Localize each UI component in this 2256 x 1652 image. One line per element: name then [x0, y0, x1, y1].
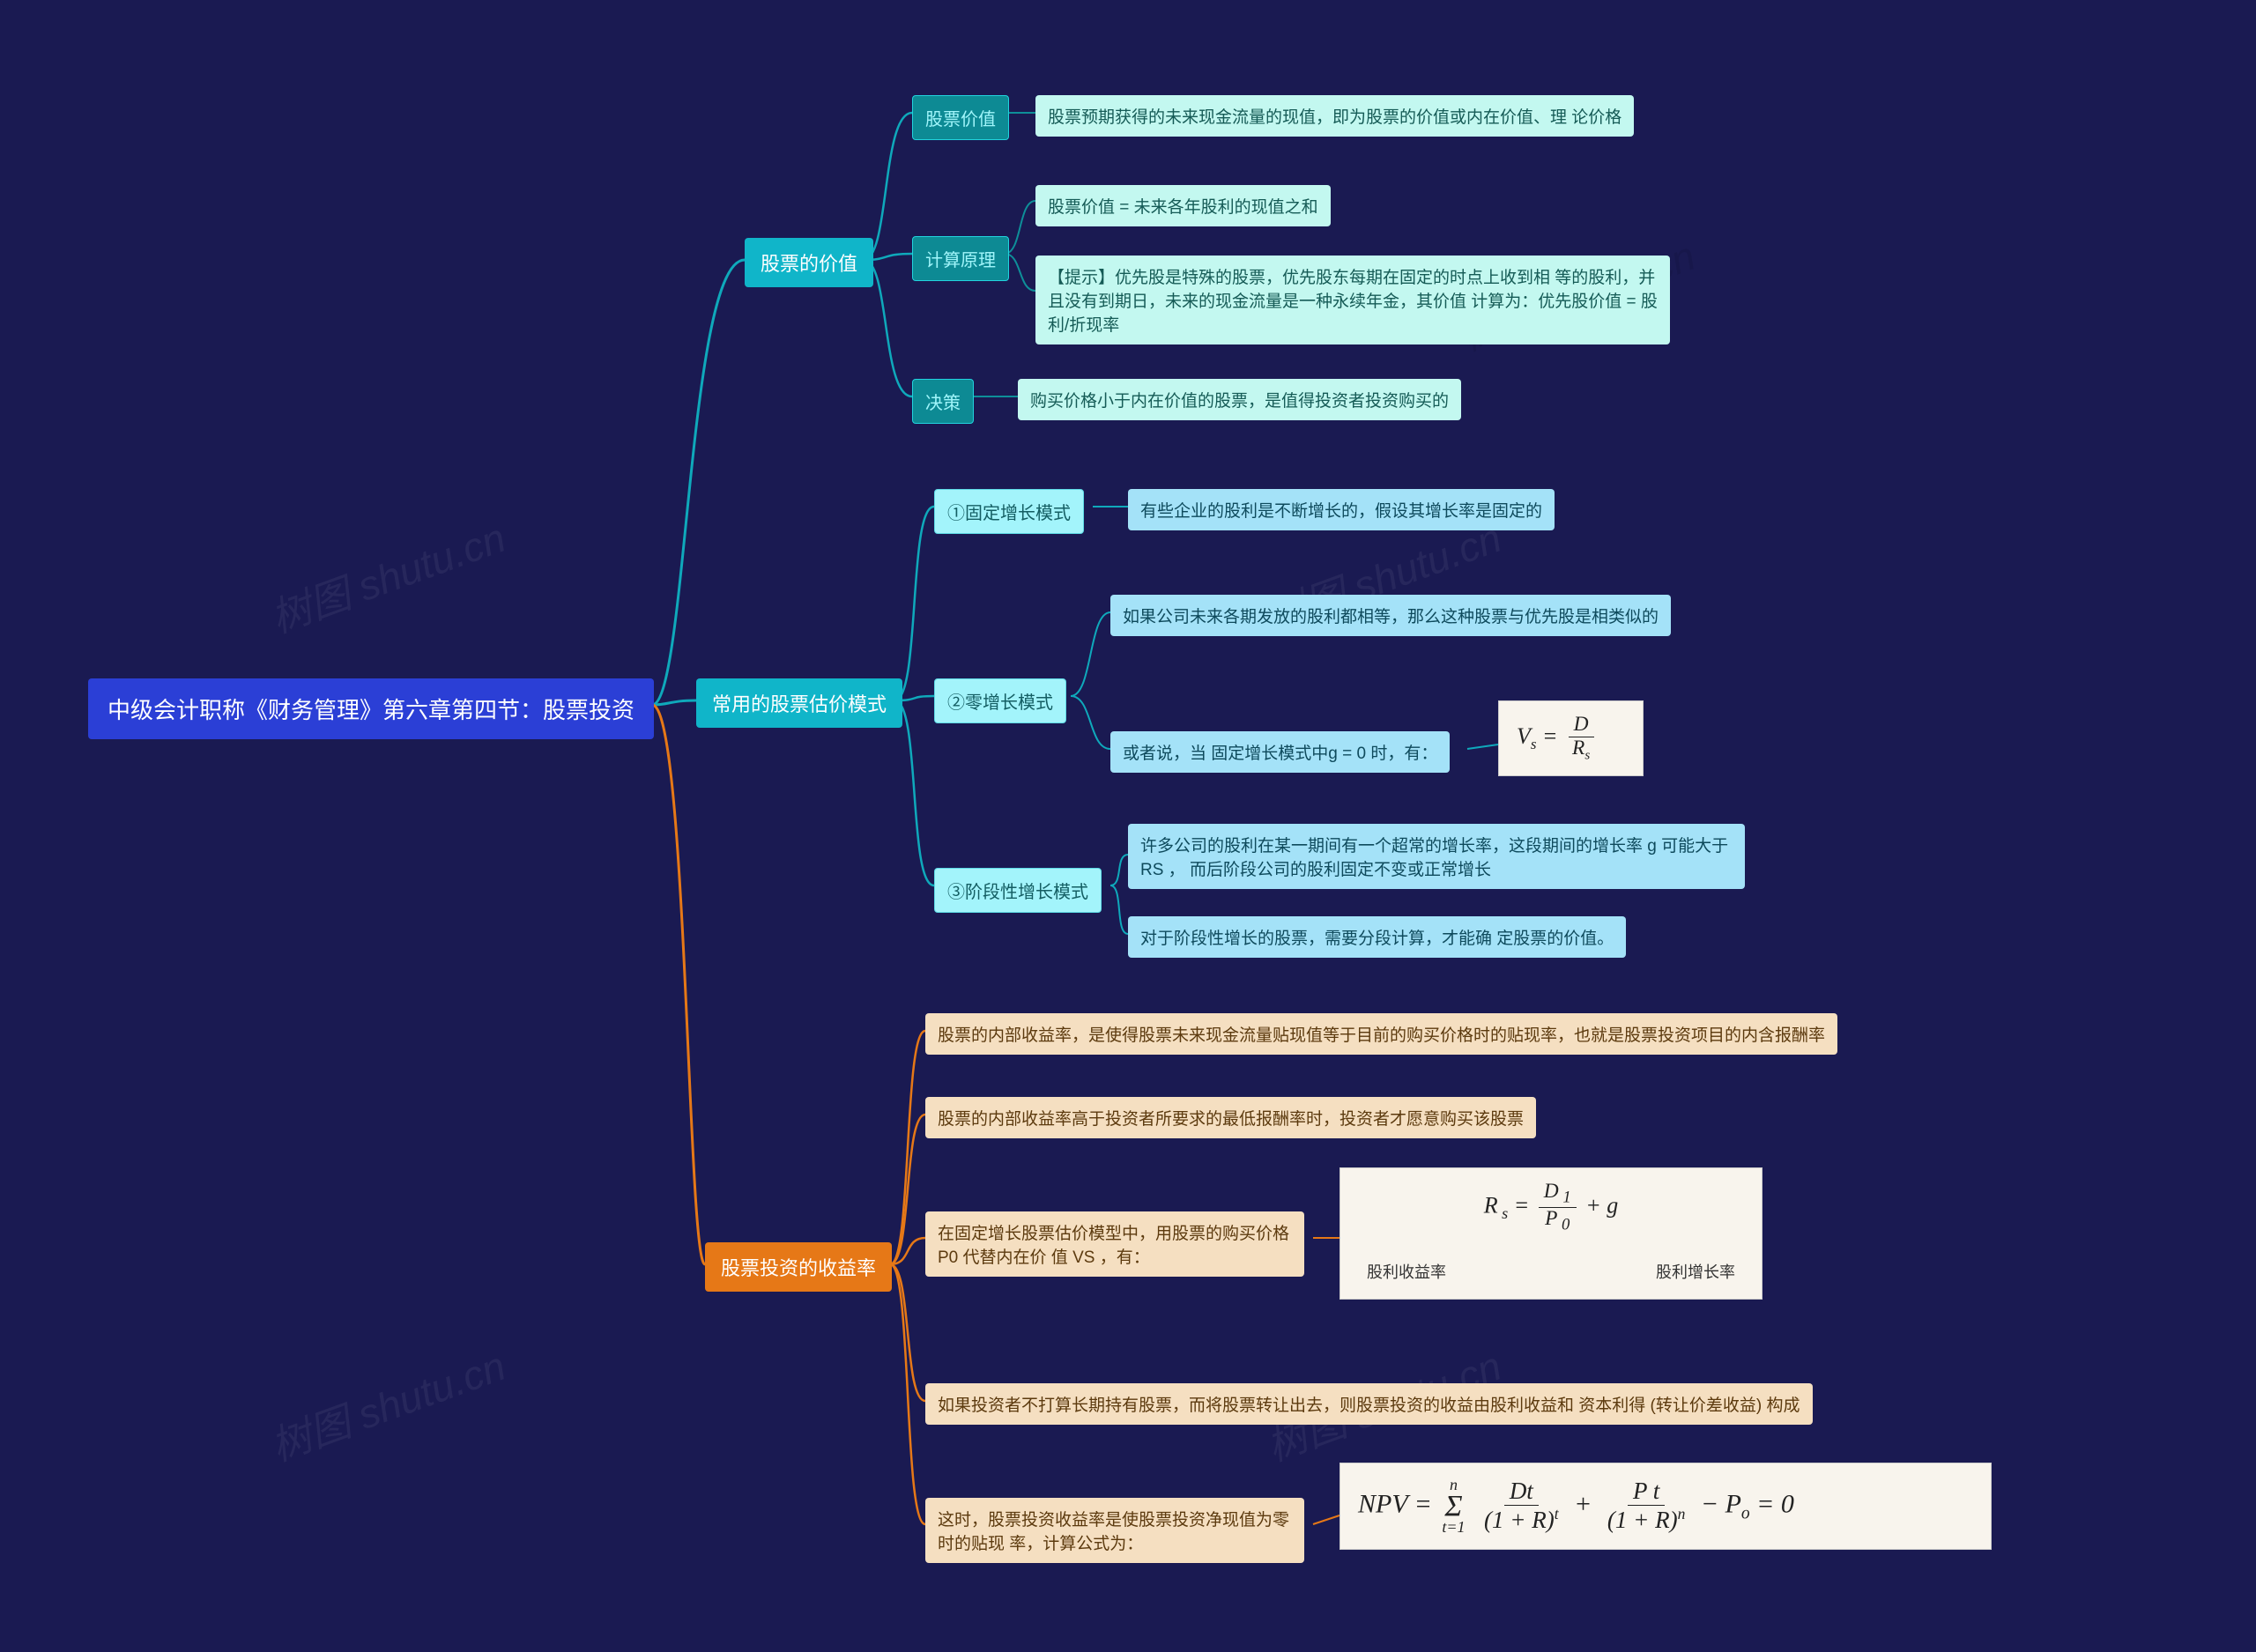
- formula-npv: NPV = n Σ t=1 Dt(1 + R)t + P t(1 + R)n −…: [1340, 1463, 1992, 1550]
- formula-label-2: 股利增长率: [1656, 1260, 1735, 1283]
- formula-vs: Vs = DRs: [1498, 700, 1644, 776]
- branch-label: 股票的价值: [761, 248, 857, 277]
- leaf-m3-2: 对于阶段性增长的股票，需要分段计算，才能确 定股票的价值。: [1128, 916, 1626, 958]
- leaf-r2: 股票的内部收益率高于投资者所要求的最低报酬率时，投资者才愿意购买该股票: [925, 1097, 1536, 1138]
- leaf-calc1: 股票价值 = 未来各年股利的现值之和: [1035, 185, 1331, 226]
- leaf-calc2: 【提示】优先股是特殊的股票，优先股东每期在固定的时点上收到相 等的股利，并且没有…: [1035, 256, 1670, 344]
- branch-return-rate[interactable]: 股票投资的收益率: [705, 1242, 892, 1292]
- leaf-decision: 购买价格小于内在价值的股票，是值得投资者投资购买的: [1018, 379, 1461, 420]
- leaf-value-exp: 股票预期获得的未来现金流量的现值，即为股票的价值或内在价值、理 论价格: [1035, 95, 1634, 137]
- leaf-m2-1: 如果公司未来各期发放的股利都相等，那么这种股票与优先股是相类似的: [1110, 595, 1671, 636]
- node-calc-principle[interactable]: 计算原理: [912, 236, 1009, 281]
- leaf-m1: 有些企业的股利是不断增长的，假设其增长率是固定的: [1128, 489, 1555, 530]
- branch-valuation-models[interactable]: 常用的股票估价模式: [696, 678, 902, 728]
- node-decision[interactable]: 决策: [912, 379, 974, 424]
- root-node[interactable]: 中级会计职称《财务管理》第六章第四节：股票投资: [88, 678, 654, 739]
- leaf-r3: 在固定增长股票估价模型中，用股票的购买价格 P0 代替内在价 值 VS ，有：: [925, 1211, 1304, 1277]
- leaf-r5: 这时，股票投资收益率是使股票投资净现值为零时的贴现 率，计算公式为：: [925, 1498, 1304, 1563]
- leaf-m2-2: 或者说，当 固定增长模式中g = 0 时，有：: [1110, 731, 1450, 773]
- watermark: 树图 shutu.cn: [262, 506, 512, 644]
- formula-label-1: 股利收益率: [1367, 1260, 1446, 1283]
- leaf-r4: 如果投资者不打算长期持有股票，而将股票转让出去，则股票投资的收益由股利收益和 资…: [925, 1383, 1813, 1425]
- leaf-m3-1: 许多公司的股利在某一期间有一个超常的增长率，这段期间的增长率 g 可能大于 RS…: [1128, 824, 1745, 889]
- leaf-r1: 股票的内部收益率，是使得股票未来现金流量贴现值等于目前的购买价格时的贴现率，也就…: [925, 1013, 1837, 1055]
- root-label: 中级会计职称《财务管理》第六章第四节：股票投资: [108, 693, 634, 725]
- node-model-zero[interactable]: ②零增长模式: [934, 678, 1066, 723]
- formula-rs: R s = D 1P 0 + g 股利收益率 股利增长率: [1340, 1167, 1762, 1300]
- node-model-staged[interactable]: ③阶段性增长模式: [934, 868, 1102, 913]
- node-model-fixed[interactable]: ①固定增长模式: [934, 489, 1084, 534]
- node-value-def[interactable]: 股票价值: [912, 95, 1009, 140]
- watermark: 树图 shutu.cn: [262, 1334, 512, 1472]
- branch-stock-value[interactable]: 股票的价值: [745, 238, 873, 287]
